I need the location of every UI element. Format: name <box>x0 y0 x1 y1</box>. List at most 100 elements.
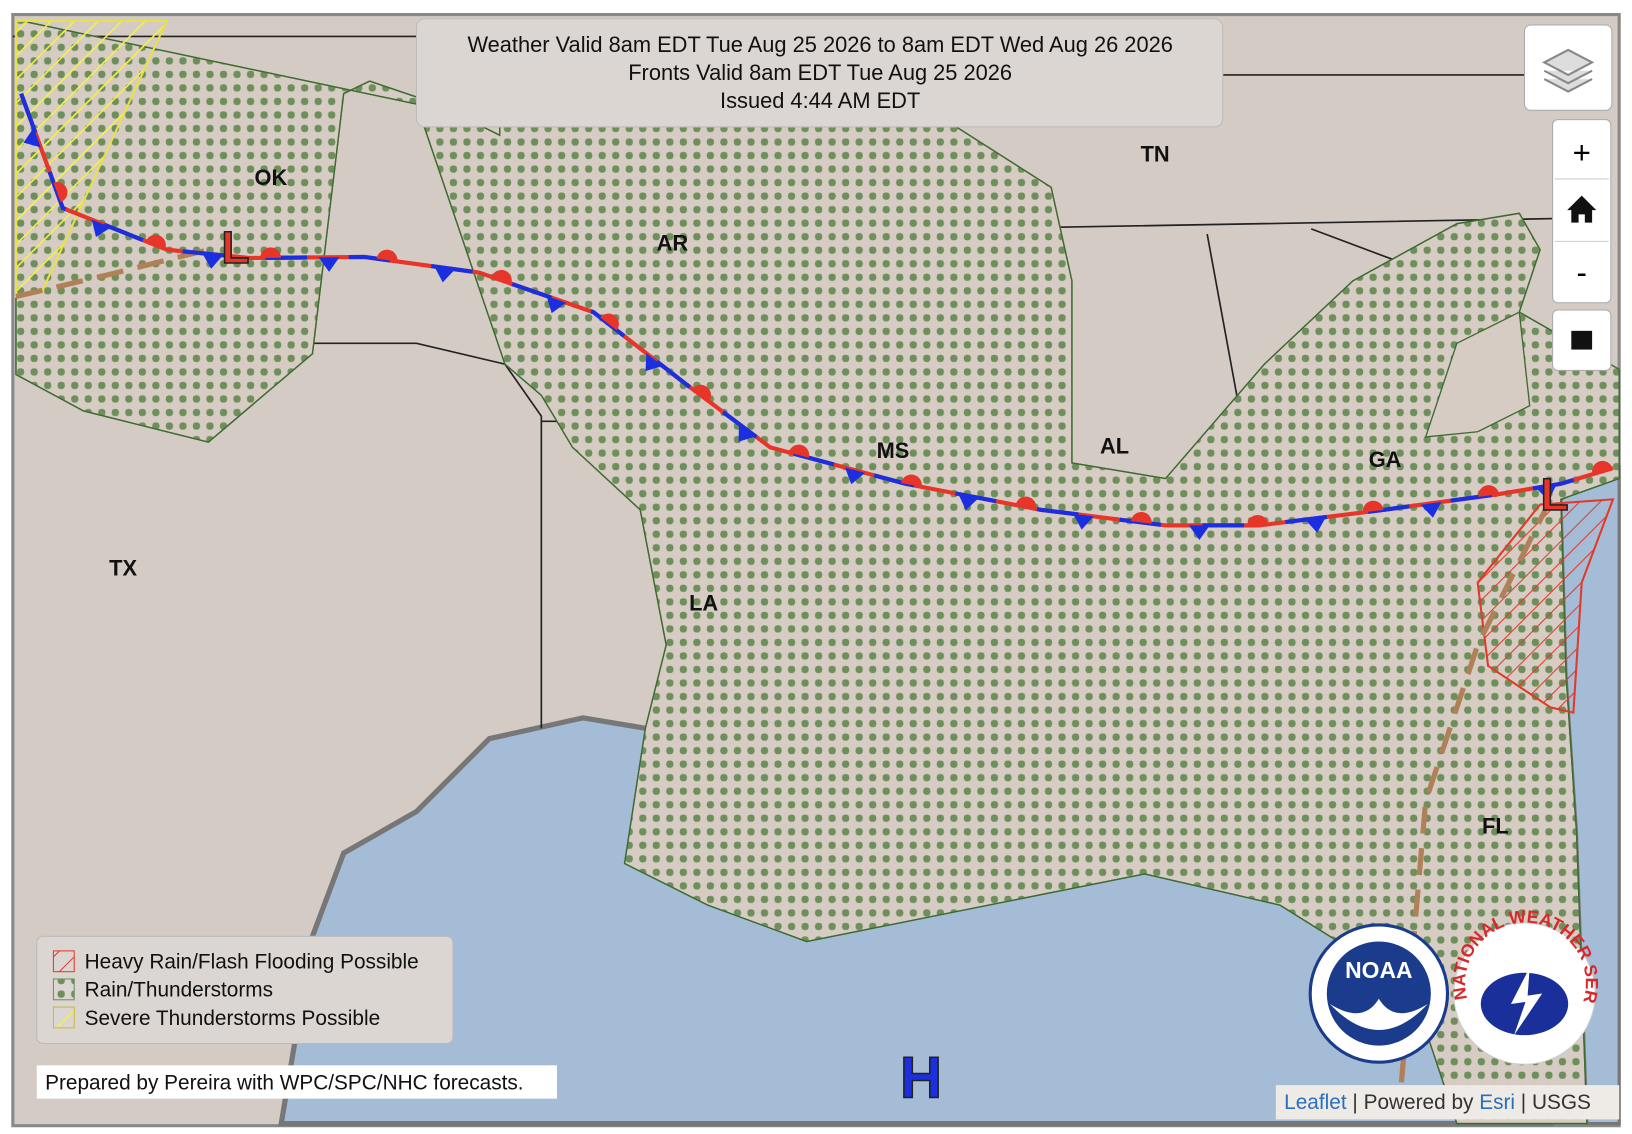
warm-semicircle <box>600 313 619 331</box>
pressure-center: L <box>221 222 249 273</box>
nws-bolt <box>1510 967 1543 1036</box>
cold-triangle <box>738 423 756 442</box>
legend <box>36 935 454 1045</box>
front-symbol <box>1130 511 1152 524</box>
front-symbol <box>1478 485 1500 497</box>
front-symbol <box>1362 500 1384 513</box>
noaa-bird <box>1329 998 1428 1030</box>
cold-triangle <box>1535 484 1557 501</box>
front-symbol <box>1305 517 1326 533</box>
state-label: TN <box>1141 141 1170 166</box>
front-symbol <box>645 353 663 372</box>
front-symbol <box>23 127 41 148</box>
cold-triangle <box>1073 513 1094 530</box>
cold-triangle <box>546 295 567 314</box>
trough <box>15 247 210 300</box>
cold-triangle <box>202 253 223 269</box>
home-button[interactable] <box>1567 195 1597 223</box>
warm-semicircle <box>1015 496 1037 509</box>
esri-link[interactable]: Esri <box>1479 1091 1515 1114</box>
legend-swatch-rain <box>52 978 75 1001</box>
warm-semicircle <box>145 234 166 250</box>
layers-icon <box>1542 48 1595 93</box>
attribution-text: | Powered by <box>1352 1091 1474 1114</box>
cold-triangle <box>91 219 112 238</box>
front-symbol <box>788 444 810 458</box>
zoom-in[interactable]: + <box>1573 135 1591 170</box>
front-symbol <box>1247 514 1269 526</box>
legend-label: Rain/Thunderstorms <box>85 979 273 1002</box>
front-symbol <box>600 313 619 331</box>
front-symbol <box>53 182 68 203</box>
state-label: LA <box>689 591 718 616</box>
warm-semicircle <box>491 269 512 284</box>
nws-cloud <box>1480 972 1569 1036</box>
legend-swatch-severe <box>52 1006 75 1029</box>
warm-semicircle <box>1247 514 1269 526</box>
state-label: OK <box>254 165 287 190</box>
front-symbol <box>202 253 223 269</box>
legend-label: Heavy Rain/Flash Flooding Possible <box>85 951 419 974</box>
credit: Prepared by Pereira with WPC/SPC/NHC for… <box>45 1071 523 1094</box>
credit-box <box>36 1065 557 1099</box>
fullscreen-icon <box>1571 330 1593 350</box>
cold-triangle <box>645 353 663 372</box>
legend-swatch-heavy <box>52 950 75 973</box>
warm-semicircle <box>1592 460 1613 475</box>
front-symbol <box>91 219 112 238</box>
noaa-text: NOAA <box>1345 957 1412 983</box>
header-line: Weather Valid 8am EDT Tue Aug 25 2026 to… <box>467 32 1172 57</box>
warm-semicircle <box>1130 511 1152 524</box>
cold-triangle <box>844 467 866 485</box>
cold-triangle <box>318 257 340 272</box>
attribution-box <box>1275 1085 1620 1120</box>
warm-semicircle <box>1478 485 1500 497</box>
front-symbol <box>1535 484 1557 501</box>
front-symbol <box>434 266 456 283</box>
front-symbol <box>958 493 979 511</box>
state-label: MS <box>877 438 910 463</box>
zoom-out[interactable]: - <box>1577 255 1587 290</box>
rain-gap <box>1424 311 1531 438</box>
warm-semicircle <box>53 182 68 203</box>
front-symbol <box>1420 501 1442 518</box>
warm-semicircle <box>901 474 922 487</box>
heavy-rain-area <box>1476 498 1615 714</box>
front-symbol <box>318 257 340 272</box>
warm-semicircle <box>376 249 398 262</box>
attribution: Leaflet | Powered by Esri | USGS <box>1284 1091 1591 1114</box>
header-line: Fronts Valid 8am EDT Tue Aug 25 2026 <box>628 60 1012 85</box>
front-symbol <box>844 467 866 485</box>
leaflet-link[interactable]: Leaflet <box>1284 1091 1347 1114</box>
front-symbol <box>1073 513 1094 530</box>
front-symbol <box>1592 460 1613 475</box>
front-symbol <box>692 384 712 402</box>
front-symbol <box>260 247 282 258</box>
warm-semicircle <box>788 444 810 458</box>
cold-triangle <box>1420 501 1442 518</box>
pressure-center: L <box>1541 469 1569 520</box>
legend-label: Severe Thunderstorms Possible <box>85 1007 381 1030</box>
pressure-center: H <box>900 1046 942 1111</box>
front-symbol <box>901 474 922 487</box>
front-symbol <box>1188 525 1210 540</box>
cold-triangle <box>434 266 456 283</box>
noaa-logo: NOAA <box>1308 923 1450 1064</box>
state-labels: OK AR TN TX LA MS AL GA FL <box>109 141 1509 838</box>
front-symbol <box>376 249 398 262</box>
warm-semicircle <box>692 384 712 402</box>
state-label: FL <box>1482 813 1509 838</box>
front-symbol <box>145 234 166 250</box>
header-line: Issued 4:44 AM EDT <box>720 88 920 113</box>
cold-triangle <box>1188 525 1210 540</box>
layers-control[interactable] <box>1523 24 1613 111</box>
state-label: GA <box>1369 447 1402 472</box>
state-label: TX <box>109 555 137 580</box>
front-symbol <box>546 295 567 314</box>
cold-triangle <box>1305 517 1326 533</box>
front-symbol <box>1015 496 1037 509</box>
header-box <box>415 18 1224 128</box>
